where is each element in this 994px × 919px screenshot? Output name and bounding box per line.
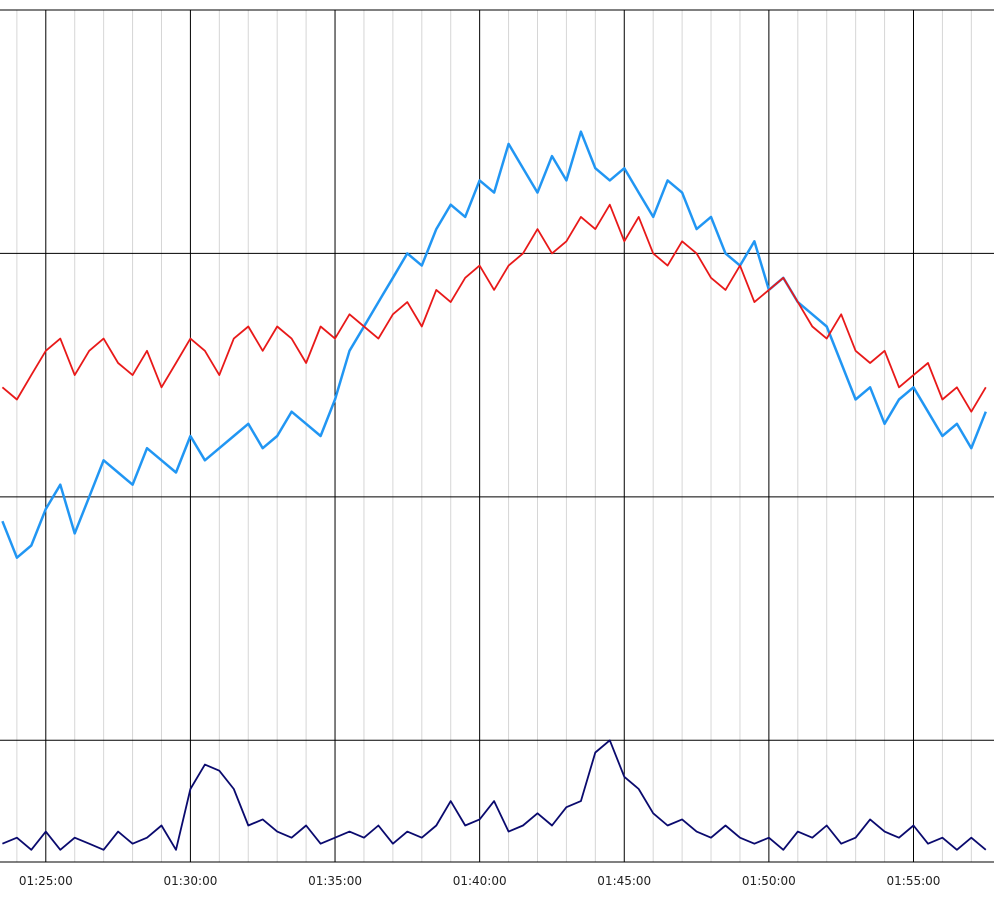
x-tick-label: 01:25:00 [19,874,73,888]
major-gridlines [0,9,994,863]
series-line-3 [2,739,987,851]
x-tick-label: 01:55:00 [887,874,941,888]
x-tick-label: 01:40:00 [453,874,507,888]
x-tick-label: 01:45:00 [597,874,651,888]
series-line-1 [1,130,987,559]
series-layer [1,130,987,851]
x-tick-label: 01:50:00 [742,874,796,888]
x-axis-tick-labels: 01:25:00 01:30:00 01:35:00 01:40:00 01:45:00… [19,874,941,888]
series-line-2 [1,203,987,413]
x-tick-label: 01:30:00 [163,874,217,888]
x-tick-label: 01:35:00 [308,874,362,888]
minor-gridlines [16,10,972,862]
